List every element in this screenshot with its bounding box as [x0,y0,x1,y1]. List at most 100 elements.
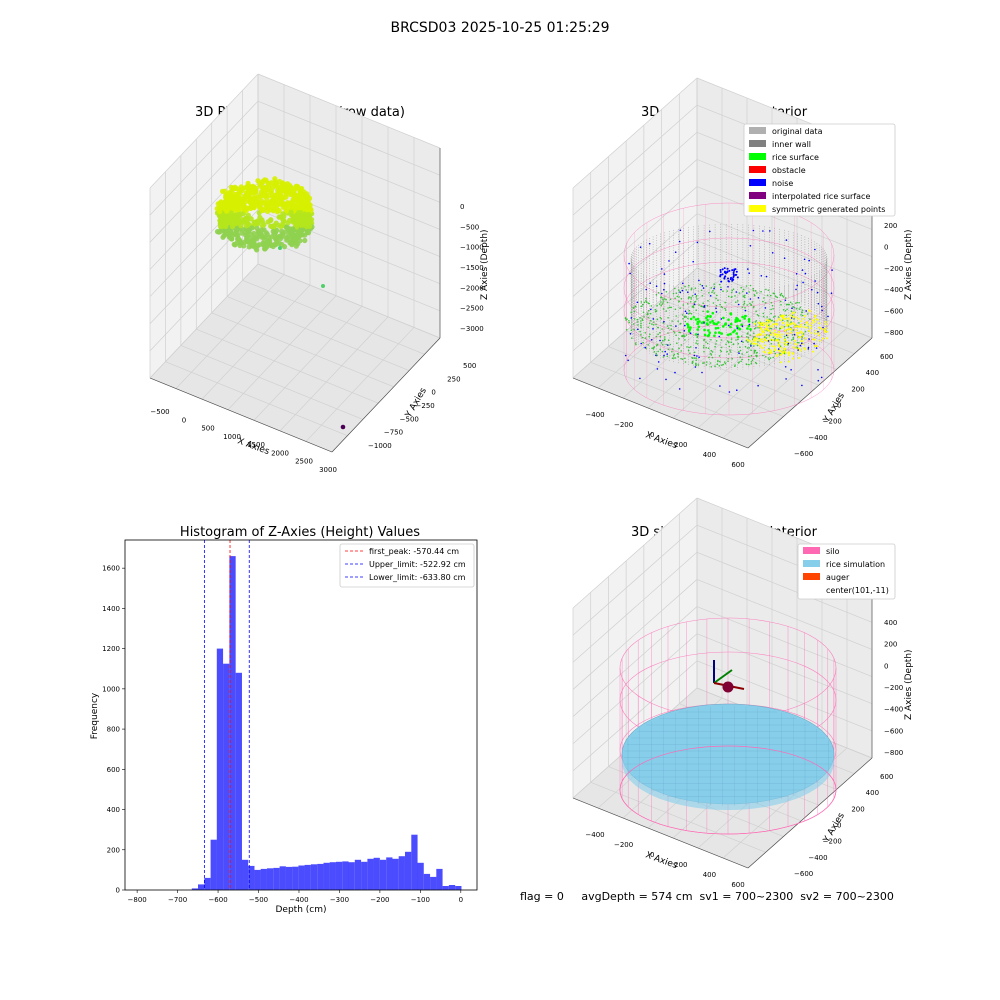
rice-surface-point [667,307,669,309]
rice-surface-point [754,349,757,352]
rice-surface-point [706,323,709,326]
rice-surface-point [720,350,723,353]
rice-surface-point [703,344,705,347]
symmetric-generated-point [798,357,801,359]
grid-line [180,345,363,420]
x-tick-label: −600 [208,896,227,904]
noise-point [735,273,738,276]
noise-point [686,312,688,315]
symmetric-generated-point [770,352,773,354]
rice-surface-point [735,332,738,335]
rice-surface-point [769,327,771,330]
symmetric-generated-point [763,333,766,336]
rice-simulation-surface [622,714,834,810]
rice-surface-point [662,322,665,324]
histogram-bar [260,868,267,890]
rice-surface-point [690,313,693,315]
rice-surface-point [788,303,790,306]
raw-x-tick: 0 [182,416,186,424]
grid-line [175,274,285,389]
rice-surface-point [740,360,742,363]
rice-surface-point [801,338,803,340]
rice-surface-point [769,357,772,359]
noise-point [694,293,696,296]
noise-point [678,240,681,243]
rice-surface-point [750,304,752,307]
raw-point [284,235,290,241]
noise-point [719,274,722,277]
rice-surface-point [726,350,728,353]
rice-surface-point [791,314,794,317]
grid-line [696,579,873,650]
grid-line [696,551,873,623]
rice-surface-point [709,362,712,364]
rice-surface-point [740,286,742,289]
rice-surface-point [731,295,733,298]
rice-surface-point [778,327,781,330]
rice-surface-point [746,333,749,335]
symmetric-generated-point [767,319,770,322]
symmetric-generated-point [786,321,789,324]
grid-line [572,186,698,297]
rice-surface-point [697,325,701,329]
rice-surface-point [782,309,785,311]
back-pane-left [150,74,258,378]
status-text: flag = 0 avgDepth = 574 cm sv1 = 700~230… [520,890,894,903]
raw-point [273,242,279,248]
rice-surface-point [741,353,743,355]
rice-surface-point [744,294,746,297]
rice-surface-point [801,336,804,338]
rice-surface-point [676,342,678,345]
raw-point [279,241,285,247]
noise-point [640,342,642,345]
raw-point [262,199,268,205]
rice-surface-point [717,299,719,302]
rice-surface-point [695,359,697,362]
raw-z-axis-label: Z Axies (Depth) [480,229,490,300]
rice-surface-point [710,354,713,356]
rice-surface-point [662,308,665,310]
rice-surface-point [792,306,794,308]
rice-surface-point [677,320,679,323]
legend-swatch [749,153,766,160]
symmetric-generated-point [762,350,765,353]
rice-surface-point [762,312,765,315]
silo-wire [619,745,837,835]
grid-line [227,296,410,371]
rice-surface-point [707,333,711,337]
symmetric-generated-point [775,339,778,342]
noise-point [727,277,729,280]
rice-surface-point [659,316,662,319]
symmetric-generated-point [771,345,774,348]
histogram-bar [336,861,343,890]
noise-point [629,333,632,335]
noise-point [701,371,703,374]
grid-line [165,361,348,437]
simulation-y-tick: 600 [880,773,893,781]
rice-surface-point [640,322,642,325]
rice-surface-point [711,311,715,315]
raw-point [278,246,282,250]
symmetric-generated-point [760,324,763,327]
rice-surface-point [641,319,644,322]
raw-point [307,195,313,201]
rice-surface-point [690,298,692,300]
raw-point [228,230,234,236]
rice-surface-point [702,310,704,313]
symmetric-generated-point [779,315,782,318]
rice-surface-point [770,308,772,311]
symmetric-generated-point [766,348,769,351]
noise-point [733,268,736,271]
raw-point [278,201,284,207]
legend-label: rice simulation [826,560,885,569]
rice-surface-point [642,341,644,344]
rice-surface-point [702,302,704,305]
rice-surface-point [735,301,737,304]
symmetric-generated-point [779,350,782,353]
raw-point [288,209,294,215]
noise-point [804,272,807,275]
rice-surface-point [689,346,692,348]
rice-surface-point [715,343,717,345]
noise-point [750,345,752,347]
rice-surface-point [742,341,744,344]
